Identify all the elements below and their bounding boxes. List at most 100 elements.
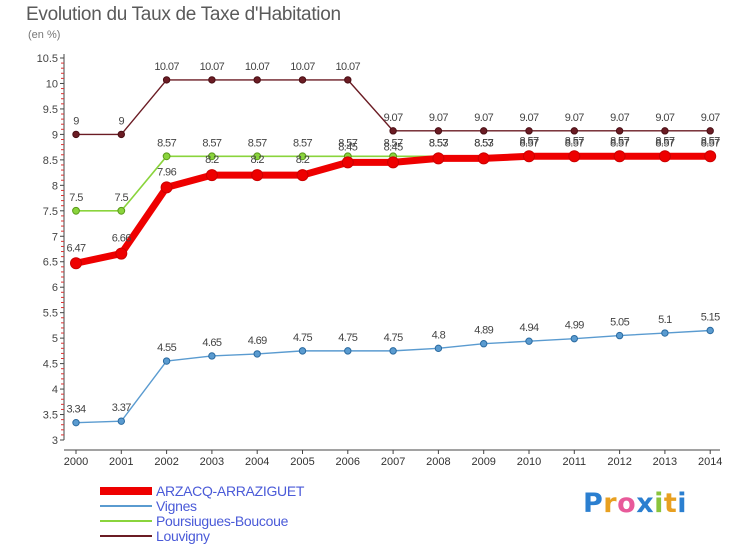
data-point-vignes	[706, 326, 714, 335]
data-label-vignes: 4.75	[293, 332, 312, 344]
y-tick-label: 4.5	[43, 359, 58, 371]
data-label-poursiugues-boucoue: 8.57	[384, 137, 403, 149]
data-label-vignes: 4.94	[519, 322, 538, 334]
data-point-arzacq-arraziguet	[70, 257, 82, 270]
data-label-poursiugues-boucoue: 8.57	[248, 137, 267, 149]
data-label-louvigny: 9	[119, 115, 125, 127]
data-label-louvigny: 9.07	[565, 112, 584, 124]
data-label-arzacq-arraziguet: 8.57	[655, 135, 674, 147]
data-label-louvigny: 9.07	[655, 112, 674, 124]
y-tick-label: 5.5	[43, 308, 58, 320]
data-point-arzacq-arraziguet	[658, 150, 671, 163]
data-label-louvigny: 9.07	[384, 112, 403, 124]
x-tick-label: 2013	[653, 456, 677, 468]
data-point-arzacq-arraziguet	[160, 181, 173, 194]
data-point-poursiugues-boucoue	[162, 152, 171, 161]
x-tick-label: 2002	[154, 456, 178, 468]
data-label-vignes: 4.75	[384, 332, 403, 344]
data-point-vignes	[615, 331, 624, 340]
legend-swatch	[100, 520, 152, 522]
proxiti-logo: Proxiti	[583, 488, 687, 519]
legend-label: Poursiugues-Boucoue	[156, 513, 289, 529]
data-point-louvigny	[208, 76, 216, 84]
chart-title: Evolution du Taux de Taxe d'Habitation	[26, 4, 341, 25]
data-label-poursiugues-boucoue: 8.57	[293, 137, 312, 149]
data-point-louvigny	[661, 127, 669, 135]
x-tick-label: 2007	[381, 456, 405, 468]
legend-item: Poursiugues-Boucoue	[100, 514, 288, 528]
data-label-arzacq-arraziguet: 8.45	[384, 141, 403, 153]
data-label-poursiugues-boucoue: 8.57	[157, 137, 176, 149]
data-point-louvigny	[434, 127, 443, 135]
data-point-vignes	[434, 344, 443, 353]
y-tick-label: 10.5	[37, 53, 58, 65]
y-tick-label: 3	[52, 435, 58, 447]
y-tick-label: 7	[52, 231, 58, 243]
data-label-arzacq-arraziguet: 8.45	[338, 141, 357, 153]
data-label-louvigny: 9.07	[474, 112, 493, 124]
x-tick-label: 2006	[336, 456, 360, 468]
data-point-louvigny	[706, 127, 714, 135]
data-point-vignes	[389, 347, 397, 355]
data-label-vignes: 3.37	[112, 402, 131, 414]
y-tick-label: 9.5	[43, 104, 58, 116]
data-point-vignes	[661, 329, 669, 337]
data-label-vignes: 4.8	[432, 329, 446, 341]
data-point-vignes	[117, 417, 126, 425]
x-tick-label: 2011	[562, 456, 586, 468]
data-point-arzacq-arraziguet	[704, 150, 717, 163]
data-label-arzacq-arraziguet: 8.57	[519, 135, 538, 147]
y-tick-label: 8	[52, 180, 58, 192]
data-label-vignes: 4.65	[202, 337, 221, 349]
data-label-louvigny: 9.07	[429, 112, 448, 124]
x-tick-label: 2004	[245, 456, 269, 468]
data-label-poursiugues-boucoue: 8.57	[429, 137, 448, 149]
y-tick-label: 6.5	[43, 257, 58, 269]
y-axis-unit-label: (en %)	[28, 29, 61, 41]
data-label-vignes: 5.15	[701, 311, 720, 323]
data-point-louvigny	[253, 76, 261, 84]
data-label-vignes: 4.55	[157, 342, 176, 354]
data-point-arzacq-arraziguet	[477, 152, 490, 165]
x-tick-label: 2005	[290, 456, 314, 468]
data-label-poursiugues-boucoue: 8.57	[519, 137, 538, 149]
data-label-vignes: 4.89	[474, 325, 493, 337]
data-point-arzacq-arraziguet	[613, 150, 626, 163]
data-label-arzacq-arraziguet: 8.57	[565, 135, 584, 147]
y-tick-label: 7.5	[43, 206, 58, 218]
x-tick-label: 2010	[517, 456, 541, 468]
data-point-arzacq-arraziguet	[568, 150, 581, 163]
legend-swatch	[100, 487, 152, 495]
data-point-arzacq-arraziguet	[387, 156, 400, 169]
data-label-arzacq-arraziguet: 8.2	[296, 154, 310, 166]
data-label-vignes: 4.69	[248, 335, 267, 347]
data-label-louvigny: 10.07	[290, 61, 315, 73]
data-label-poursiugues-boucoue: 8.57	[610, 137, 629, 149]
logo-letter: x	[636, 488, 655, 519]
data-label-arzacq-arraziguet: 6.47	[66, 242, 85, 254]
data-point-vignes	[344, 347, 352, 355]
legend-item: Louvigny	[100, 529, 210, 543]
data-label-louvigny: 9.07	[519, 112, 538, 124]
x-tick-label: 2012	[607, 456, 631, 468]
data-point-vignes	[525, 337, 533, 345]
data-point-poursiugues-boucoue	[208, 152, 216, 161]
series-line-louvigny	[76, 79, 711, 136]
legend-item: Vignes	[100, 499, 197, 513]
data-label-arzacq-arraziguet: 8.53	[474, 137, 493, 149]
x-tick-label: 2014	[698, 456, 722, 468]
data-label-arzacq-arraziguet: 8.2	[205, 154, 219, 166]
y-tick-label: 5	[52, 333, 58, 345]
data-label-poursiugues-boucoue: 8.57	[474, 137, 493, 149]
legend-swatch	[100, 505, 152, 507]
data-point-arzacq-arraziguet	[432, 152, 445, 165]
y-tick-label: 10	[46, 78, 58, 90]
data-label-louvigny: 9.07	[610, 112, 629, 124]
data-point-louvigny	[525, 127, 533, 135]
data-point-vignes	[253, 350, 261, 358]
data-label-poursiugues-boucoue: 8.57	[655, 137, 674, 149]
logo-letter: r	[603, 488, 618, 519]
y-tick-label: 4	[52, 384, 58, 396]
data-point-louvigny	[389, 127, 397, 135]
